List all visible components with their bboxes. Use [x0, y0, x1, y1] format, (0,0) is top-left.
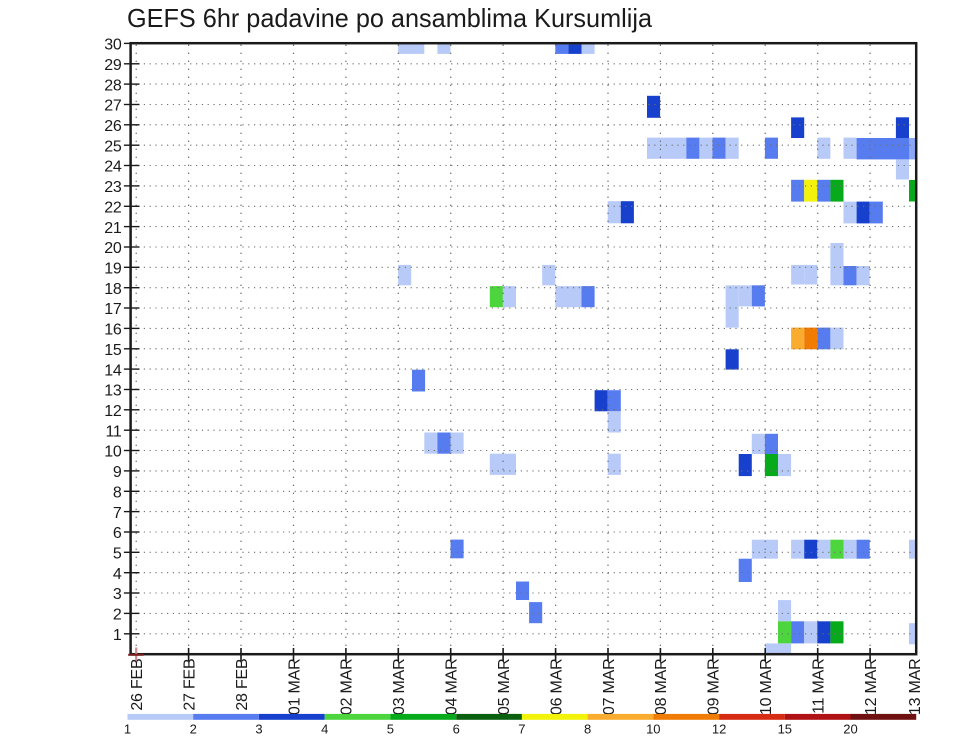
svg-text:14: 14 [104, 362, 122, 379]
svg-text:6: 6 [453, 722, 460, 737]
svg-text:12: 12 [104, 403, 122, 420]
svg-text:05 MAR: 05 MAR [496, 659, 513, 716]
svg-text:16: 16 [104, 322, 122, 339]
svg-text:28 FEB: 28 FEB [234, 659, 251, 711]
svg-text:12 MAR: 12 MAR [863, 659, 880, 716]
svg-text:10 MAR: 10 MAR [758, 659, 775, 716]
svg-text:2: 2 [190, 722, 197, 737]
svg-text:27: 27 [104, 98, 122, 115]
svg-text:26: 26 [104, 118, 122, 135]
svg-text:1: 1 [124, 722, 131, 737]
svg-text:2: 2 [113, 607, 122, 624]
svg-text:24: 24 [104, 159, 122, 176]
svg-text:29: 29 [104, 57, 122, 74]
svg-text:08 MAR: 08 MAR [653, 659, 670, 716]
svg-text:15: 15 [778, 722, 792, 737]
svg-text:8: 8 [584, 722, 591, 737]
svg-text:10: 10 [646, 722, 660, 737]
svg-text:1: 1 [113, 627, 122, 644]
svg-text:13 MAR: 13 MAR [907, 659, 924, 716]
svg-text:5: 5 [387, 722, 394, 737]
svg-text:27 FEB: 27 FEB [181, 659, 198, 711]
svg-text:12: 12 [712, 722, 726, 737]
svg-text:15: 15 [104, 342, 122, 359]
svg-text:7: 7 [518, 722, 525, 737]
svg-text:22: 22 [104, 200, 122, 217]
svg-text:10: 10 [104, 444, 122, 461]
svg-text:17: 17 [104, 301, 122, 318]
svg-text:23: 23 [104, 179, 122, 196]
svg-text:13: 13 [104, 383, 122, 400]
svg-text:19: 19 [104, 261, 122, 278]
svg-text:21: 21 [104, 220, 122, 237]
svg-text:5: 5 [113, 546, 122, 563]
svg-text:28: 28 [104, 77, 122, 94]
svg-text:GEFS 6hr padavine po ansamblim: GEFS 6hr padavine po ansamblima Kursumli… [127, 3, 653, 33]
svg-text:7: 7 [113, 505, 122, 522]
svg-text:8: 8 [113, 485, 122, 502]
svg-text:3: 3 [113, 586, 122, 603]
svg-text:02 MAR: 02 MAR [339, 659, 356, 716]
svg-text:3: 3 [255, 722, 262, 737]
svg-text:01 MAR: 01 MAR [286, 659, 303, 716]
svg-text:04 MAR: 04 MAR [444, 659, 461, 716]
svg-text:18: 18 [104, 281, 122, 298]
svg-text:03 MAR: 03 MAR [391, 659, 408, 716]
svg-text:11: 11 [105, 423, 121, 440]
svg-text:9: 9 [113, 464, 122, 481]
svg-text:20: 20 [843, 722, 857, 737]
svg-text:26 FEB: 26 FEB [129, 659, 146, 711]
svg-text:20: 20 [104, 240, 122, 257]
svg-text:6: 6 [113, 525, 122, 542]
svg-text:09 MAR: 09 MAR [706, 659, 723, 716]
svg-text:07 MAR: 07 MAR [601, 659, 618, 716]
svg-text:30: 30 [104, 37, 122, 54]
svg-text:11 MAR: 11 MAR [811, 659, 828, 714]
svg-text:4: 4 [113, 566, 122, 583]
svg-text:25: 25 [104, 138, 122, 155]
svg-text:06 MAR: 06 MAR [548, 659, 565, 716]
svg-text:4: 4 [321, 722, 328, 737]
